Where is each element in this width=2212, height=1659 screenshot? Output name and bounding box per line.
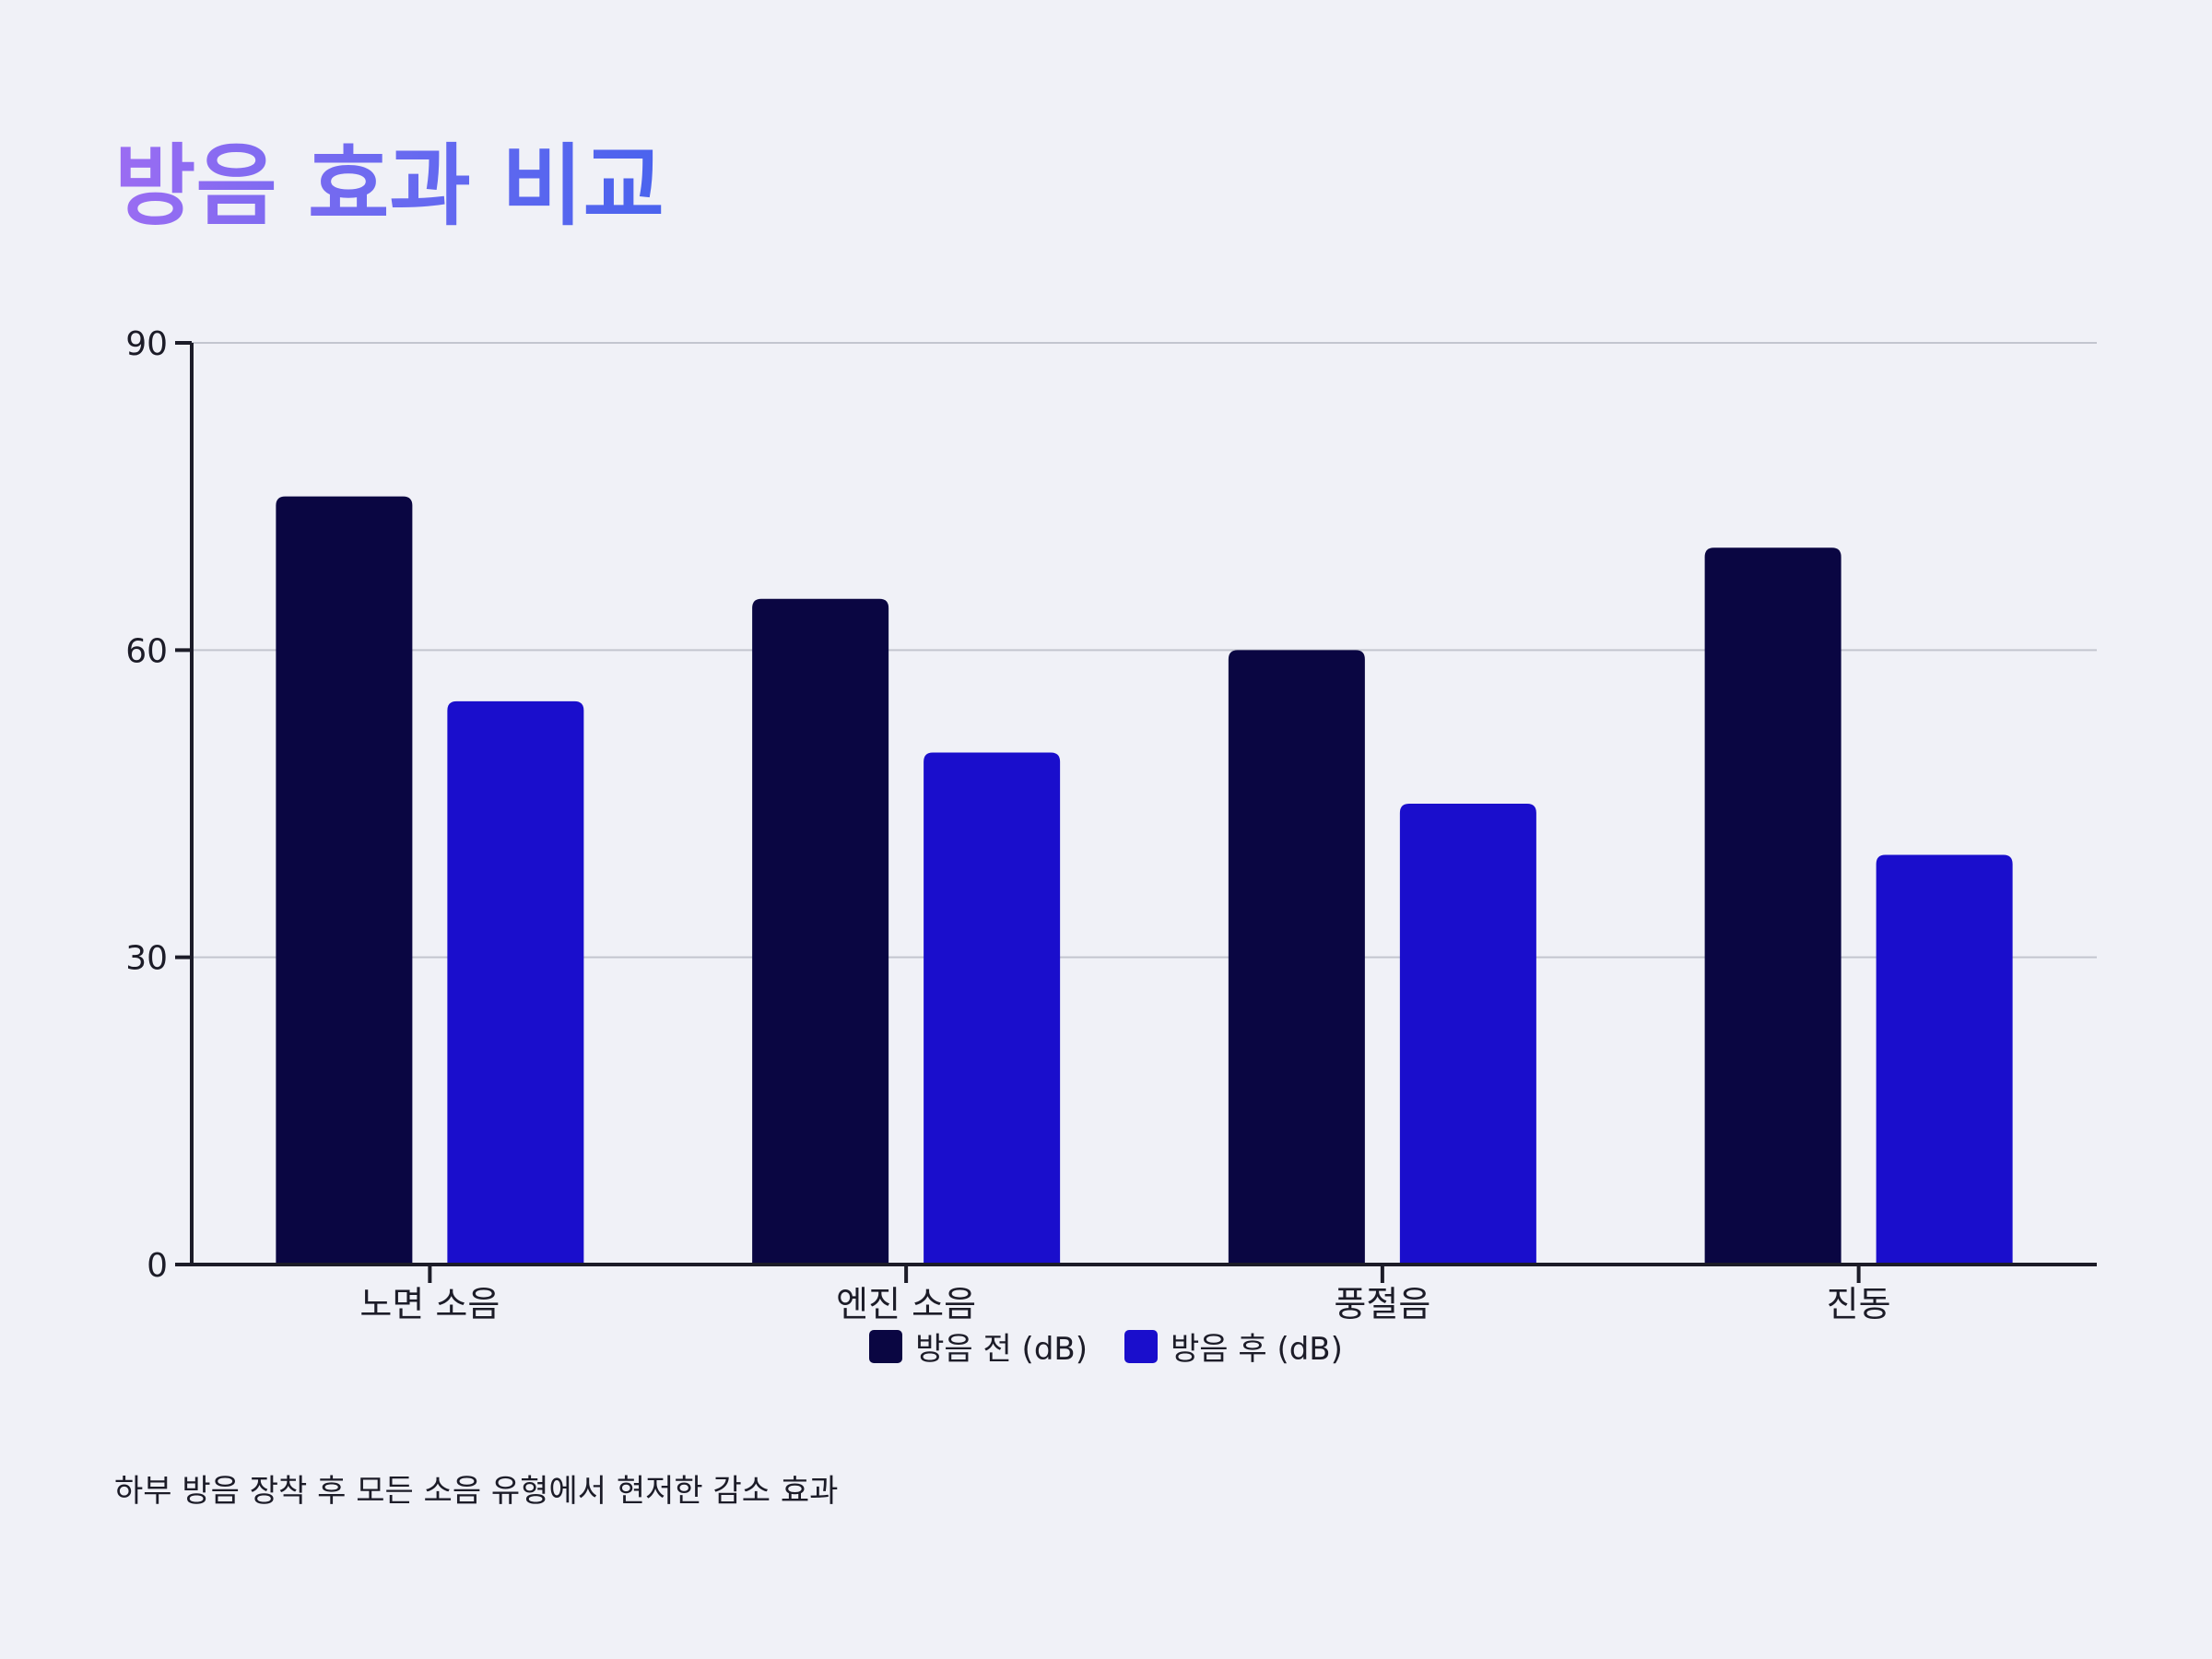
footnote: 하부 방음 장착 후 모든 소음 유형에서 현저한 감소 효과 [114,1473,839,1510]
y-tick-label-90: 90 [125,325,168,363]
y-tick-label-30: 30 [125,940,168,978]
tick-labels: 0 30 60 90 노면 소음 엔진 소음 풍절음 진동 [125,325,1890,1324]
bar-after-2 [1399,804,1536,1265]
legend-label-before: 방음 전 (dB) [915,1331,1088,1368]
x-tick-label-1: 엔진 소음 [836,1284,976,1324]
y-tick-label-60: 60 [125,632,168,670]
bars [276,496,2013,1265]
bar-before-1 [752,598,889,1265]
y-tick-label-0: 0 [147,1247,168,1285]
legend-swatch-before [869,1329,903,1363]
bar-after-1 [924,752,1061,1265]
legend: 방음 전 (dB) 방음 후 (dB) [0,1324,2212,1369]
x-tick-label-2: 풍절음 [1334,1284,1430,1324]
bar-before-2 [1228,650,1365,1265]
x-tick-label-3: 진동 [1827,1284,1891,1324]
legend-label-after: 방음 후 (dB) [1171,1331,1343,1368]
legend-swatch-after [1124,1329,1158,1363]
chart-title: 방음 효과 비교 [114,135,665,238]
bar-before-3 [1704,547,1841,1265]
legend-item-after[interactable]: 방음 후 (dB) [1124,1324,1343,1369]
bar-after-0 [447,700,584,1265]
bar-after-3 [1876,854,2013,1265]
axes [175,341,2097,1283]
bar-before-0 [276,496,413,1265]
legend-item-before[interactable]: 방음 전 (dB) [869,1324,1088,1369]
x-tick-label-0: 노면 소음 [359,1284,500,1324]
